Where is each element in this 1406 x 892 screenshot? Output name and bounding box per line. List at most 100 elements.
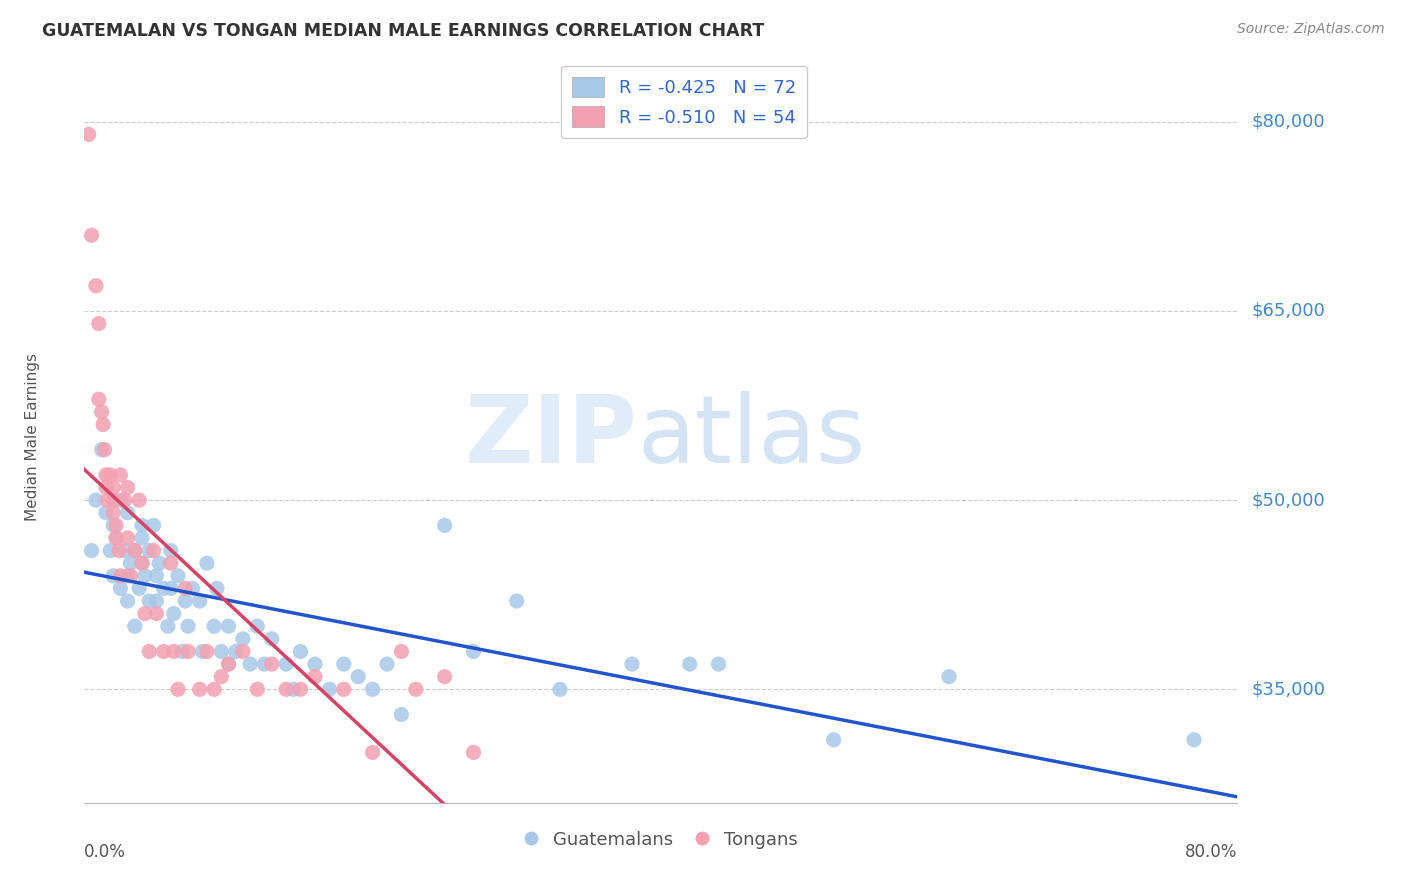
Point xyxy=(304,657,326,671)
Point xyxy=(103,518,124,533)
Point xyxy=(160,556,183,570)
Point xyxy=(87,317,110,331)
Text: $65,000: $65,000 xyxy=(1251,302,1324,320)
Point xyxy=(142,518,165,533)
Point xyxy=(120,556,142,570)
Point xyxy=(253,657,276,671)
Point xyxy=(290,682,312,697)
Point xyxy=(232,644,254,658)
Point xyxy=(405,682,427,697)
Text: Median Male Earnings: Median Male Earnings xyxy=(25,353,39,521)
Point xyxy=(94,467,117,482)
Point xyxy=(283,682,305,697)
Point xyxy=(375,657,398,671)
Point xyxy=(823,732,845,747)
Point xyxy=(260,632,283,646)
Point xyxy=(195,644,218,658)
Text: ZIP: ZIP xyxy=(465,391,638,483)
Point xyxy=(209,670,232,684)
Point xyxy=(138,644,160,658)
Text: atlas: atlas xyxy=(638,391,866,483)
Point xyxy=(548,682,571,697)
Point xyxy=(191,644,214,658)
Point xyxy=(134,569,156,583)
Point xyxy=(361,682,384,697)
Point xyxy=(163,644,186,658)
Point xyxy=(84,493,107,508)
Point xyxy=(110,569,132,583)
Point xyxy=(91,417,114,432)
Text: $35,000: $35,000 xyxy=(1251,681,1326,698)
Point xyxy=(131,556,153,570)
Point xyxy=(128,493,150,508)
Point xyxy=(94,506,117,520)
Text: GUATEMALAN VS TONGAN MEDIAN MALE EARNINGS CORRELATION CHART: GUATEMALAN VS TONGAN MEDIAN MALE EARNING… xyxy=(42,22,765,40)
Point xyxy=(105,518,128,533)
Point xyxy=(96,493,118,508)
Point xyxy=(506,594,529,608)
Point xyxy=(124,543,146,558)
Point xyxy=(218,657,240,671)
Point xyxy=(94,481,117,495)
Point xyxy=(145,594,167,608)
Point xyxy=(679,657,702,671)
Point xyxy=(347,670,370,684)
Point xyxy=(391,707,413,722)
Point xyxy=(239,657,262,671)
Point xyxy=(333,682,356,697)
Point xyxy=(110,467,132,482)
Point xyxy=(195,556,218,570)
Point xyxy=(391,644,413,658)
Text: 80.0%: 80.0% xyxy=(1185,843,1237,861)
Point xyxy=(167,682,190,697)
Point xyxy=(463,644,485,658)
Point xyxy=(124,543,146,558)
Point xyxy=(93,442,115,457)
Point xyxy=(202,682,225,697)
Point xyxy=(124,619,146,633)
Point xyxy=(128,582,150,596)
Point xyxy=(80,228,103,243)
Point xyxy=(209,644,232,658)
Point xyxy=(117,481,139,495)
Point xyxy=(938,670,960,684)
Point xyxy=(276,682,298,697)
Point xyxy=(80,543,103,558)
Point xyxy=(117,569,139,583)
Point xyxy=(290,644,312,658)
Point xyxy=(333,657,356,671)
Point xyxy=(84,278,107,293)
Point xyxy=(246,682,269,697)
Point xyxy=(172,644,194,658)
Text: $80,000: $80,000 xyxy=(1251,112,1324,131)
Point xyxy=(110,493,132,508)
Point xyxy=(160,543,183,558)
Point xyxy=(260,657,283,671)
Point xyxy=(177,644,200,658)
Point xyxy=(105,531,128,545)
Point xyxy=(98,467,121,482)
Point xyxy=(361,745,384,759)
Point xyxy=(433,670,456,684)
Text: 0.0%: 0.0% xyxy=(84,843,127,861)
Point xyxy=(205,582,228,596)
Point xyxy=(138,594,160,608)
Point xyxy=(110,582,132,596)
Point xyxy=(77,128,100,142)
Point xyxy=(134,607,156,621)
Point xyxy=(98,543,121,558)
Point xyxy=(232,632,254,646)
Point xyxy=(103,569,124,583)
Point xyxy=(131,531,153,545)
Point xyxy=(188,594,211,608)
Point xyxy=(117,531,139,545)
Point xyxy=(131,556,153,570)
Point xyxy=(117,506,139,520)
Point xyxy=(117,594,139,608)
Point xyxy=(156,619,179,633)
Text: Source: ZipAtlas.com: Source: ZipAtlas.com xyxy=(1237,22,1385,37)
Point xyxy=(318,682,340,697)
Point xyxy=(177,619,200,633)
Point xyxy=(174,582,197,596)
Point xyxy=(225,644,247,658)
